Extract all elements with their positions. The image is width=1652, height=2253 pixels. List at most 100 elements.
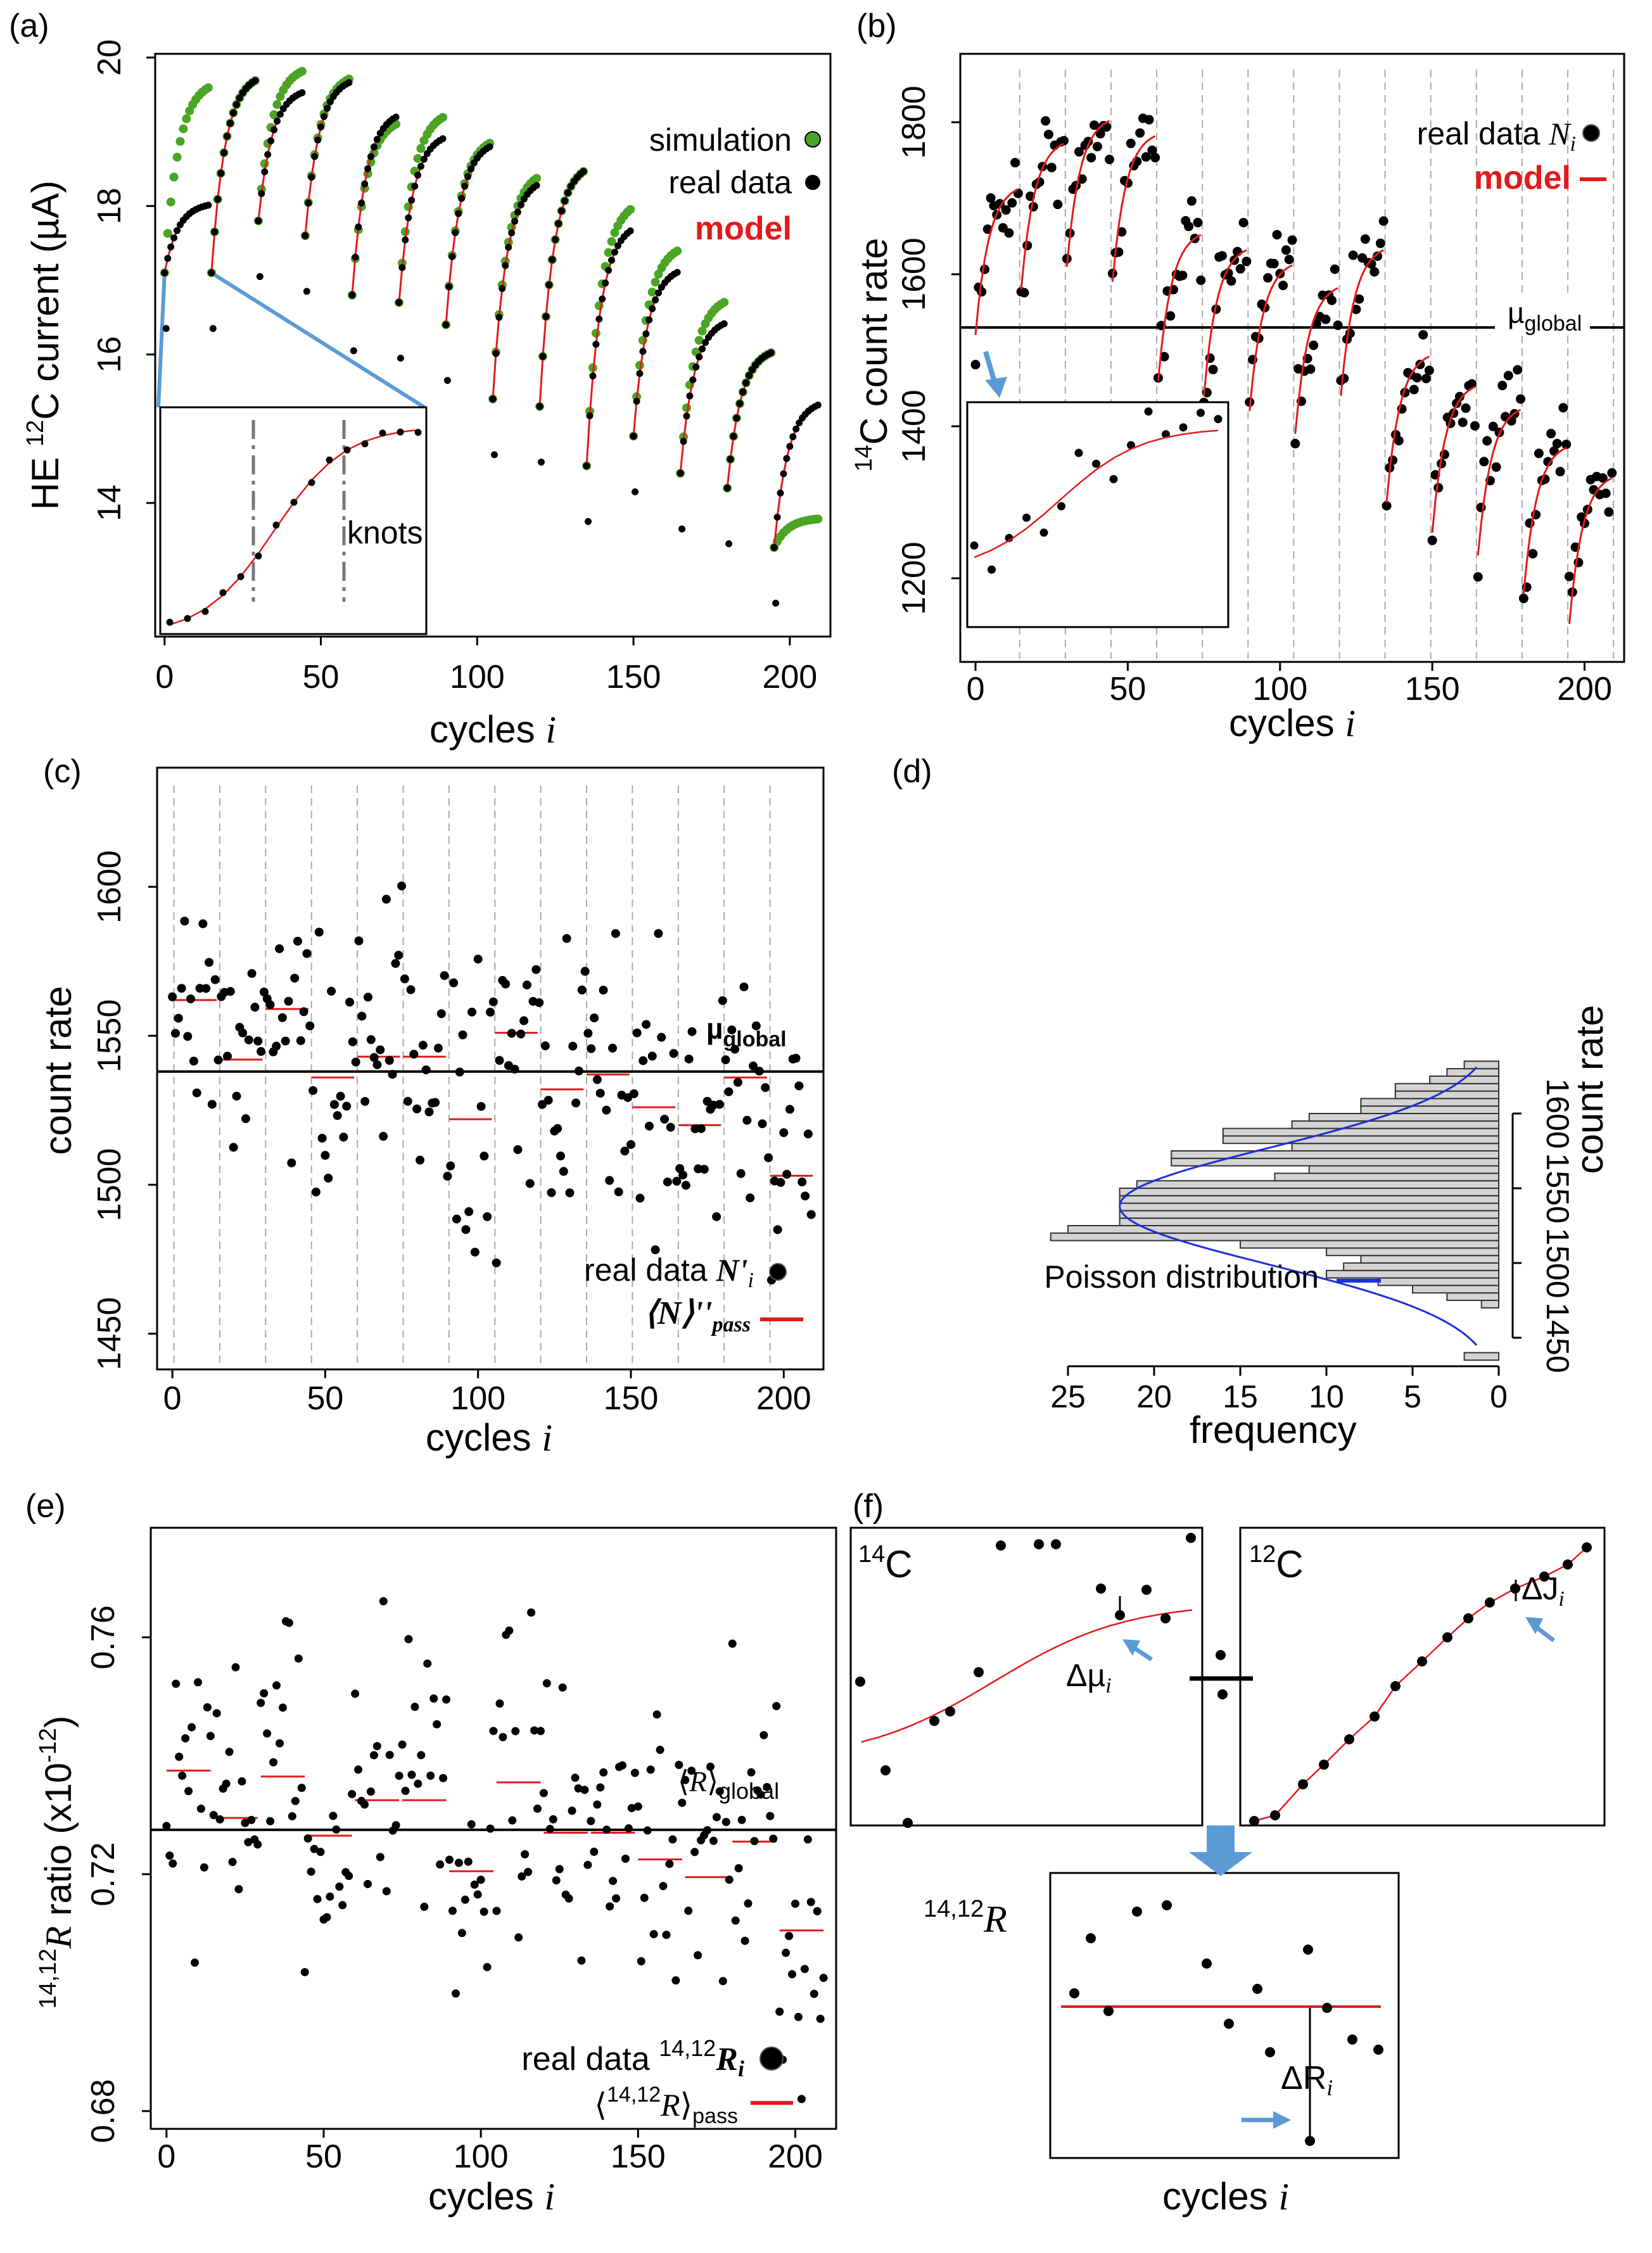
- c-real-point-13-11: [797, 1177, 807, 1187]
- e-real-point-8-4: [552, 1876, 561, 1885]
- panel-d: 25 20 15 10 5 0 1450 1500 1550 1600 frequency cou…: [1044, 1005, 1611, 1451]
- e-real-point-6-14: [489, 1727, 498, 1736]
- d-bar-1505: [1326, 1247, 1499, 1257]
- d-bar-1605: [1360, 1098, 1499, 1107]
- d-bar-1540: [1119, 1195, 1499, 1204]
- b-inset-frame: [966, 401, 1229, 628]
- a-real-point-1-0: [208, 269, 215, 277]
- b-real-point-6-9: [1272, 230, 1282, 240]
- a-real-point-12-1: [727, 455, 734, 463]
- b-real-point-8-6: [1354, 294, 1364, 304]
- e-real-point-12-3: [737, 1815, 746, 1824]
- a-real-point-5-4: [408, 196, 416, 204]
- a-real-point-8-2: [542, 313, 550, 320]
- e-real-point-4-13: [391, 1821, 400, 1830]
- e-real-point-3-8: [329, 1812, 338, 1820]
- b-real-point-2-8: [1086, 153, 1096, 163]
- panel-b: 0 50 100 150 200 1200 1400 1600 1800 14C count r…: [851, 53, 1625, 744]
- c-real-point-10-12: [663, 1177, 672, 1187]
- b-real-point-8-11: [1369, 267, 1380, 277]
- b-real-point-0-2: [977, 287, 987, 297]
- c-real-point-11-13: [712, 1212, 721, 1221]
- panel-c-frame: [156, 766, 825, 1371]
- a-sim-point-7-14: [532, 174, 542, 183]
- b-real-point-2-11: [1095, 129, 1105, 139]
- c-real-point-8-6: [553, 1124, 562, 1133]
- a-real-point-5-5: [411, 182, 419, 190]
- a-real-point-4-14: [392, 113, 400, 121]
- b-real-point-10-13: [1467, 379, 1477, 389]
- b-real-point-13-13: [1604, 507, 1614, 517]
- e-real-point-9-6: [606, 1902, 614, 1911]
- a-real-point-8-6: [555, 220, 562, 227]
- d-y-tick-label-1600: 1600: [1540, 1078, 1575, 1148]
- panel-e: 0 50 100 150 200 0.68 0.72 0.76 14,12R ratio (x…: [35, 1526, 837, 2218]
- a-real-point-8-7: [558, 207, 566, 215]
- e-real-point-0-1: [165, 1851, 174, 1860]
- f-R-point-12: [1373, 2045, 1383, 2055]
- b-real-point-9-0: [1382, 500, 1392, 511]
- e-real-point-8-10: [571, 1774, 580, 1782]
- a-sim-point-0-3: [169, 172, 179, 182]
- a-real-point-3-0: [302, 232, 309, 239]
- c-real-point-1-8: [238, 1028, 248, 1038]
- a-x-tick-label-200: 200: [762, 659, 817, 695]
- a-real-point-1-1: [211, 228, 219, 236]
- a-real-point-13-3: [780, 470, 787, 478]
- b-real-point-2-10: [1092, 141, 1102, 151]
- d-bar-1500: [1360, 1255, 1499, 1264]
- a-real-point-6-6: [461, 182, 469, 190]
- f-12C-point-9: [1463, 1613, 1473, 1623]
- e-real-point-6-13: [486, 1824, 495, 1833]
- a-real-start-point-12: [725, 540, 733, 548]
- e-real-point-0-14: [206, 1732, 215, 1741]
- a-real-point-7-2: [495, 314, 503, 321]
- c-real-point-10-11: [660, 1114, 670, 1124]
- c-real-point-0-0: [168, 992, 177, 1001]
- b-real-point-0-8: [994, 199, 1005, 209]
- b-real-point-9-9: [1409, 384, 1419, 395]
- e-real-point-11-8: [706, 1762, 715, 1771]
- c-x-axis-label: cycles i: [426, 1416, 552, 1459]
- e-real-point-6-1: [448, 1907, 457, 1915]
- c-real-point-12-10: [749, 1061, 758, 1070]
- a-legend-simulation: simulation: [649, 122, 792, 158]
- e-real-point-8-2: [545, 1825, 554, 1834]
- f-R-point-4: [1162, 1900, 1172, 1910]
- e-real-point-10-3: [643, 1826, 652, 1835]
- b-inset-point-1: [988, 565, 996, 574]
- a-real-point-2-3: [264, 151, 272, 158]
- b-real-point-3-13: [1147, 145, 1157, 155]
- e-real-point-6-5: [461, 1895, 469, 1904]
- f-dR-label: ΔRi: [1281, 2060, 1333, 2100]
- a-real-point-0-1: [164, 255, 172, 262]
- c-real-point-4-6: [369, 1053, 379, 1062]
- c-real-point-8-12: [571, 1098, 581, 1108]
- e-real-point-5-8: [423, 1659, 432, 1668]
- e-legend-real-marker: [759, 2047, 784, 2071]
- e-real-point-9-1: [590, 1847, 599, 1856]
- a-inset-point-2: [201, 608, 209, 616]
- c-real-point-12-5: [733, 1077, 742, 1087]
- f-R-point-1: [1086, 1933, 1096, 1943]
- e-real-point-13-5: [791, 1900, 799, 1908]
- c-real-point-7-14: [531, 965, 541, 974]
- b-real-point-7-13: [1330, 264, 1340, 274]
- e-real-point-3-1: [307, 1867, 315, 1876]
- e-real-point-2-13: [297, 1784, 306, 1793]
- e-real-point-6-11: [480, 1907, 488, 1916]
- b-real-point-3-12: [1144, 115, 1154, 125]
- e-real-point-13-4: [788, 1970, 797, 1979]
- e-real-point-4-7: [372, 1742, 381, 1751]
- f-14C-model: [861, 1609, 1193, 1743]
- a-sim-point-10-6: [647, 288, 657, 297]
- a-real-start-point-9: [585, 517, 592, 525]
- a-real-point-1-9: [236, 94, 243, 102]
- c-real-point-6-9: [470, 1247, 480, 1257]
- c-real-point-11-3: [681, 1181, 690, 1190]
- e-real-point-1-10: [241, 1818, 250, 1827]
- e-real-point-2-7: [278, 1703, 287, 1712]
- e-real-point-0-5: [178, 1771, 187, 1780]
- a-real-point-1-14: [251, 77, 259, 84]
- d-bar-1620: [1429, 1076, 1499, 1084]
